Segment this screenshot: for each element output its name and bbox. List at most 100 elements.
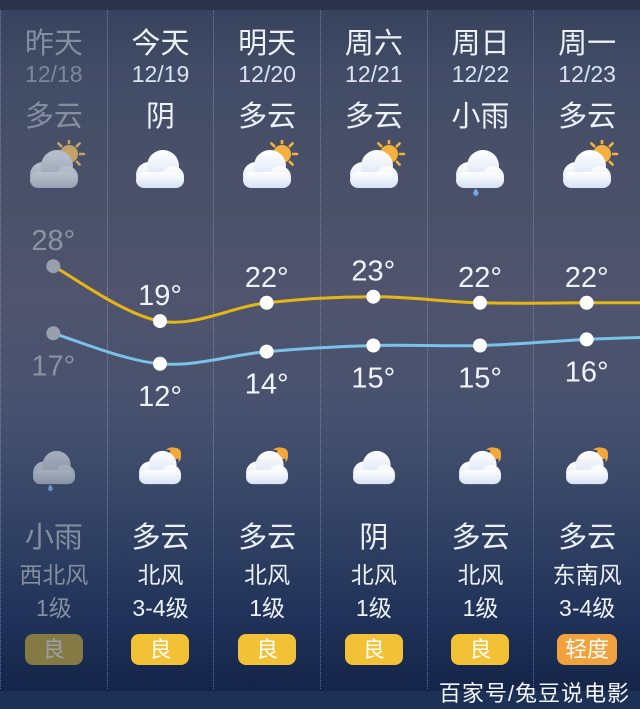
wind-direction-label: 东南风 — [552, 562, 622, 588]
low-temp-label: 14° — [245, 369, 289, 401]
day-name-label: 明天 — [238, 28, 297, 60]
day-condition-label: 多云 — [344, 101, 403, 133]
night-weather-icon-slot — [534, 442, 640, 494]
wind-level-label: 1级 — [462, 595, 499, 621]
night-weather-icon-slot — [428, 442, 534, 494]
low-temperature-line — [51, 331, 640, 366]
wind-direction-label: 北风 — [137, 562, 184, 588]
date-label: 12/22 — [451, 61, 510, 87]
night-weather-icon-slot — [108, 442, 214, 494]
cloud-icon — [136, 150, 185, 188]
date-label: 12/18 — [25, 61, 83, 87]
night-condition-label: 阴 — [359, 522, 389, 554]
day-name-label: 周一 — [558, 28, 617, 60]
high-temp-point — [259, 295, 274, 310]
wind-direction-label: 北风 — [350, 562, 397, 588]
day-condition-label: 小雨 — [451, 101, 510, 133]
day-weather-icon-slot — [1, 140, 107, 198]
day-weather-icon-slot — [534, 140, 640, 198]
wind-level-label: 3-4级 — [559, 595, 616, 621]
aqi-badge: 良 — [344, 634, 403, 665]
aqi-badge: 良 — [451, 634, 510, 665]
watermark: 百家号/兔豆说电影 — [438, 681, 630, 706]
low-temp-point — [366, 338, 381, 353]
high-temp-point — [473, 295, 487, 310]
low-temp-point — [153, 356, 167, 371]
low-temp-label: 12° — [138, 381, 182, 413]
high-temp-label: 28° — [31, 225, 75, 257]
high-temp-point — [366, 289, 381, 304]
night-condition-label: 多云 — [238, 522, 297, 554]
cloud-icon — [352, 450, 395, 485]
cloud-sun-icon — [243, 140, 299, 188]
forecast-columns: 昨天 12/18 多云 小雨 西北风 1级 良 — [0, 10, 640, 689]
aqi-badge: 良 — [24, 634, 83, 665]
day-name-label: 昨天 — [24, 28, 83, 60]
day-weather-icon-slot — [321, 140, 427, 198]
low-temp-point — [259, 344, 274, 359]
wind-level-label: 1级 — [35, 595, 72, 621]
day-column-4[interactable]: 周六 12/21 多云 阴 北风 1级 良 — [319, 10, 427, 689]
wind-level-label: 3-4级 — [132, 595, 189, 621]
temperature-trend-chart: 28° 19° 22° 23° 22° 22° 17° 12° 14° 15° 15° 16° — [31, 225, 640, 413]
high-temp-label: 19° — [138, 280, 182, 312]
aqi-badge: 轻度 — [557, 634, 618, 665]
day-weather-icon-slot — [214, 140, 320, 198]
day-column-5[interactable]: 周日 12/22 小雨 多云 北风 1级 — [426, 10, 534, 689]
day-weather-icon-slot — [108, 140, 214, 198]
low-temp-point — [579, 332, 594, 347]
top-band — [0, 0, 640, 10]
night-condition-label: 多云 — [131, 522, 190, 554]
night-condition-label: 小雨 — [24, 522, 83, 554]
day-weather-icon-slot — [428, 140, 534, 198]
day-condition-label: 多云 — [24, 101, 83, 133]
night-weather-icon-slot — [321, 442, 427, 494]
date-label: 12/23 — [558, 61, 616, 87]
aqi-badge-row: 良 — [428, 634, 534, 665]
low-temp-label: 15° — [351, 363, 395, 395]
low-temp-label: 15° — [458, 363, 502, 395]
cloud-rain-icon — [456, 150, 505, 196]
day-condition-label: 阴 — [145, 101, 175, 133]
day-name-label: 周日 — [451, 28, 510, 60]
high-temp-point — [153, 314, 167, 329]
cloud-moon-icon — [246, 447, 289, 485]
aqi-badge: 良 — [131, 634, 190, 665]
aqi-badge-row: 轻度 — [534, 634, 640, 665]
wind-direction-label: 北风 — [457, 562, 504, 588]
cloud-sun-icon — [563, 140, 619, 188]
low-temp-point — [46, 326, 61, 341]
low-temp-label: 16° — [565, 356, 609, 388]
day-name-label: 周六 — [344, 28, 403, 60]
date-label: 12/20 — [238, 61, 296, 87]
aqi-badge-row: 良 — [321, 634, 427, 665]
cloud-moon-icon — [459, 447, 502, 485]
high-temp-point — [46, 259, 61, 274]
day-column-1[interactable]: 昨天 12/18 多云 小雨 西北风 1级 良 — [0, 10, 107, 689]
aqi-badge-row: 良 — [214, 634, 320, 665]
high-temp-label: 22° — [565, 262, 609, 294]
low-temp-point — [473, 338, 487, 353]
date-label: 12/21 — [345, 61, 403, 87]
cloud-rain-icon — [32, 450, 75, 491]
wind-level-label: 1级 — [355, 595, 392, 621]
night-condition-label: 多云 — [558, 522, 617, 554]
day-condition-label: 多云 — [238, 101, 297, 133]
day-column-2[interactable]: 今天 12/19 阴 多云 北风 3-4级 — [106, 10, 214, 689]
day-condition-label: 多云 — [558, 101, 617, 133]
day-column-3[interactable]: 明天 12/20 多云 多云 北风 1级 — [213, 10, 320, 689]
day-name-label: 今天 — [131, 28, 190, 60]
night-weather-icon-slot — [1, 442, 107, 494]
night-weather-icon-slot — [214, 442, 320, 494]
wind-direction-label: 北风 — [244, 562, 291, 588]
cloud-moon-icon — [139, 447, 182, 485]
date-label: 12/19 — [131, 61, 190, 87]
day-column-6[interactable]: 周一 12/23 多云 多云 东南风 3-4 — [533, 10, 640, 689]
wind-direction-label: 西北风 — [19, 562, 89, 588]
high-temp-label: 23° — [351, 256, 395, 288]
aqi-badge-row: 良 — [108, 634, 214, 665]
bottom-band — [0, 691, 640, 709]
high-temp-point — [579, 295, 594, 310]
cloud-moon-icon — [566, 447, 609, 485]
